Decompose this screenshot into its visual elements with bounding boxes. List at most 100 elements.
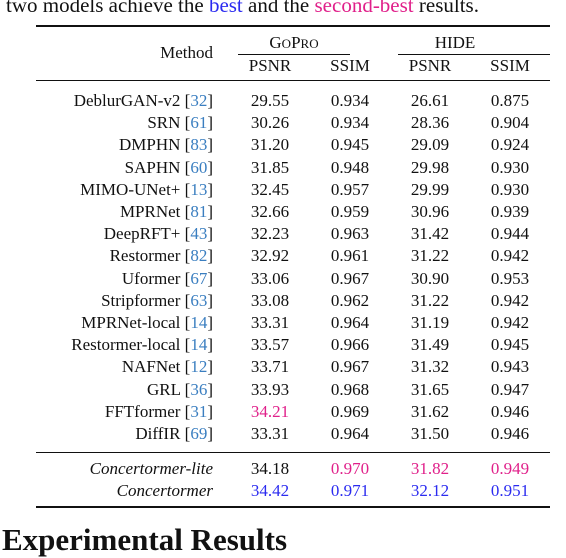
value-cell-h-psnr: 31.22	[410, 290, 450, 310]
value-cell-g-psnr: 32.92	[250, 246, 290, 266]
value-cell-g-ssim: 0.970	[330, 459, 370, 478]
value-cell-h-ssim: 0.930	[490, 157, 530, 177]
method-cell: Restormer-local [14]	[71, 335, 213, 355]
citation-link[interactable]: 60	[190, 157, 208, 177]
value-cell-g-psnr: 33.57	[250, 335, 290, 355]
table-top-rule	[36, 25, 550, 27]
table-caption: two models achieve the best and the seco…	[6, 0, 479, 17]
citation-link[interactable]: 12	[190, 357, 208, 377]
value-cell-h-psnr: 32.12	[410, 481, 450, 501]
method-name: SAPHN	[124, 157, 181, 177]
gopro-cmidrule	[238, 54, 350, 55]
value-cell-g-psnr: 34.18	[250, 459, 290, 478]
citation-link[interactable]: 67	[190, 268, 208, 288]
citation-link[interactable]: 14	[190, 313, 208, 332]
value-cell-h-psnr: 31.22	[410, 246, 450, 266]
value-cell-g-ssim: 0.966	[330, 335, 370, 355]
value-cell-g-ssim: 0.968	[330, 379, 370, 399]
value-cell-h-ssim: 0.949	[490, 459, 530, 478]
method-name: DeblurGAN-v2	[73, 91, 181, 110]
header-hide-ssim: SSIM	[490, 56, 530, 75]
value-cell-h-psnr: 29.09	[410, 135, 450, 155]
value-cell-g-psnr: 34.42	[250, 481, 290, 501]
value-cell-h-ssim: 0.944	[490, 224, 530, 244]
header-gopro-ssim: SSIM	[330, 56, 370, 75]
citation-link[interactable]: 63	[190, 290, 208, 310]
value-cell-h-ssim: 0.943	[490, 357, 530, 377]
value-cell-g-ssim: 0.969	[330, 401, 370, 421]
citation-link[interactable]: 69	[190, 424, 208, 443]
citation-link[interactable]: 14	[190, 335, 208, 355]
citation-link[interactable]: 83	[190, 135, 208, 155]
value-cell-g-psnr: 33.31	[250, 313, 290, 332]
value-cell-g-ssim: 0.945	[330, 135, 370, 155]
method-name: GRL	[147, 379, 181, 399]
value-cell-h-psnr: 31.65	[410, 379, 450, 399]
value-cell-h-ssim: 0.939	[490, 202, 530, 221]
value-cell-h-ssim: 0.942	[490, 313, 530, 332]
value-cell-g-psnr: 31.20	[250, 135, 290, 155]
method-cell: GRL [36]	[147, 379, 213, 399]
citation-link[interactable]: 82	[190, 246, 208, 266]
method-cell: MPRNet [81]	[119, 202, 213, 221]
value-cell-g-ssim: 0.964	[330, 313, 370, 332]
citation-link[interactable]: 31	[190, 401, 208, 421]
citation-link[interactable]: 81	[190, 202, 208, 221]
method-name: NAFNet	[121, 357, 181, 377]
method-cell: Restormer [82]	[109, 246, 213, 266]
value-cell-h-psnr: 31.49	[410, 335, 450, 355]
method-name: SRN	[147, 113, 181, 133]
value-cell-h-ssim: 0.946	[490, 424, 530, 443]
value-cell-g-psnr: 33.93	[250, 379, 290, 399]
header-hide: HIDE	[434, 33, 476, 52]
value-cell-h-psnr: 31.82	[410, 459, 450, 478]
method-name: Stripformer	[101, 290, 181, 310]
caption-before: two models achieve the	[6, 0, 209, 17]
value-cell-g-ssim: 0.957	[330, 179, 370, 199]
citation-link[interactable]: 36	[190, 379, 208, 399]
value-cell-g-ssim: 0.963	[330, 224, 370, 244]
method-cell: DiffIR [69]	[135, 424, 213, 443]
method-name: Uformer	[121, 268, 181, 288]
method-name: Restormer	[109, 246, 181, 266]
value-cell-h-psnr: 31.50	[410, 424, 450, 443]
value-cell-g-ssim: 0.967	[330, 268, 370, 288]
value-cell-g-ssim: 0.962	[330, 290, 370, 310]
method-name: DMPHN	[119, 135, 181, 155]
header-gopro-psnr: PSNR	[248, 56, 292, 75]
method-cell: FFTformer [31]	[104, 401, 213, 421]
value-cell-h-psnr: 26.61	[410, 91, 450, 110]
value-cell-g-ssim: 0.959	[330, 202, 370, 221]
caption-middle: and the	[242, 0, 315, 17]
method-name: MPRNet-local	[81, 313, 181, 332]
value-cell-h-psnr: 30.90	[410, 268, 450, 288]
citation-link[interactable]: 43	[190, 224, 208, 244]
value-cell-h-psnr: 31.32	[410, 357, 450, 377]
value-cell-g-ssim: 0.971	[330, 481, 370, 501]
citation-link[interactable]: 32	[190, 91, 208, 110]
value-cell-g-psnr: 33.06	[250, 268, 290, 288]
method-name: Restormer-local	[71, 335, 181, 355]
method-name: DeepRFT+	[103, 224, 181, 244]
value-cell-g-ssim: 0.948	[330, 157, 370, 177]
value-cell-g-ssim: 0.964	[330, 424, 370, 443]
method-cell: Uformer [67]	[121, 268, 213, 288]
header-hide-psnr: PSNR	[408, 56, 452, 75]
citation-link[interactable]: 61	[190, 113, 208, 133]
method-name: MPRNet	[119, 202, 181, 221]
method-name: DiffIR	[135, 424, 181, 443]
value-cell-g-psnr: 30.26	[250, 113, 290, 133]
value-cell-g-ssim: 0.967	[330, 357, 370, 377]
value-cell-g-psnr: 32.66	[250, 202, 290, 221]
value-cell-g-psnr: 32.23	[250, 224, 290, 244]
value-cell-h-psnr: 31.62	[410, 401, 450, 421]
value-cell-h-psnr: 29.99	[410, 179, 450, 199]
value-cell-h-psnr: 31.42	[410, 224, 450, 244]
method-cell: SAPHN [60]	[124, 157, 213, 177]
citation-link[interactable]: 13	[190, 179, 208, 199]
method-cell: NAFNet [12]	[121, 357, 213, 377]
value-cell-g-ssim: 0.961	[330, 246, 370, 266]
value-cell-h-ssim: 0.945	[490, 335, 530, 355]
method-cell: SRN [61]	[147, 113, 213, 133]
value-cell-g-psnr: 33.71	[250, 357, 290, 377]
